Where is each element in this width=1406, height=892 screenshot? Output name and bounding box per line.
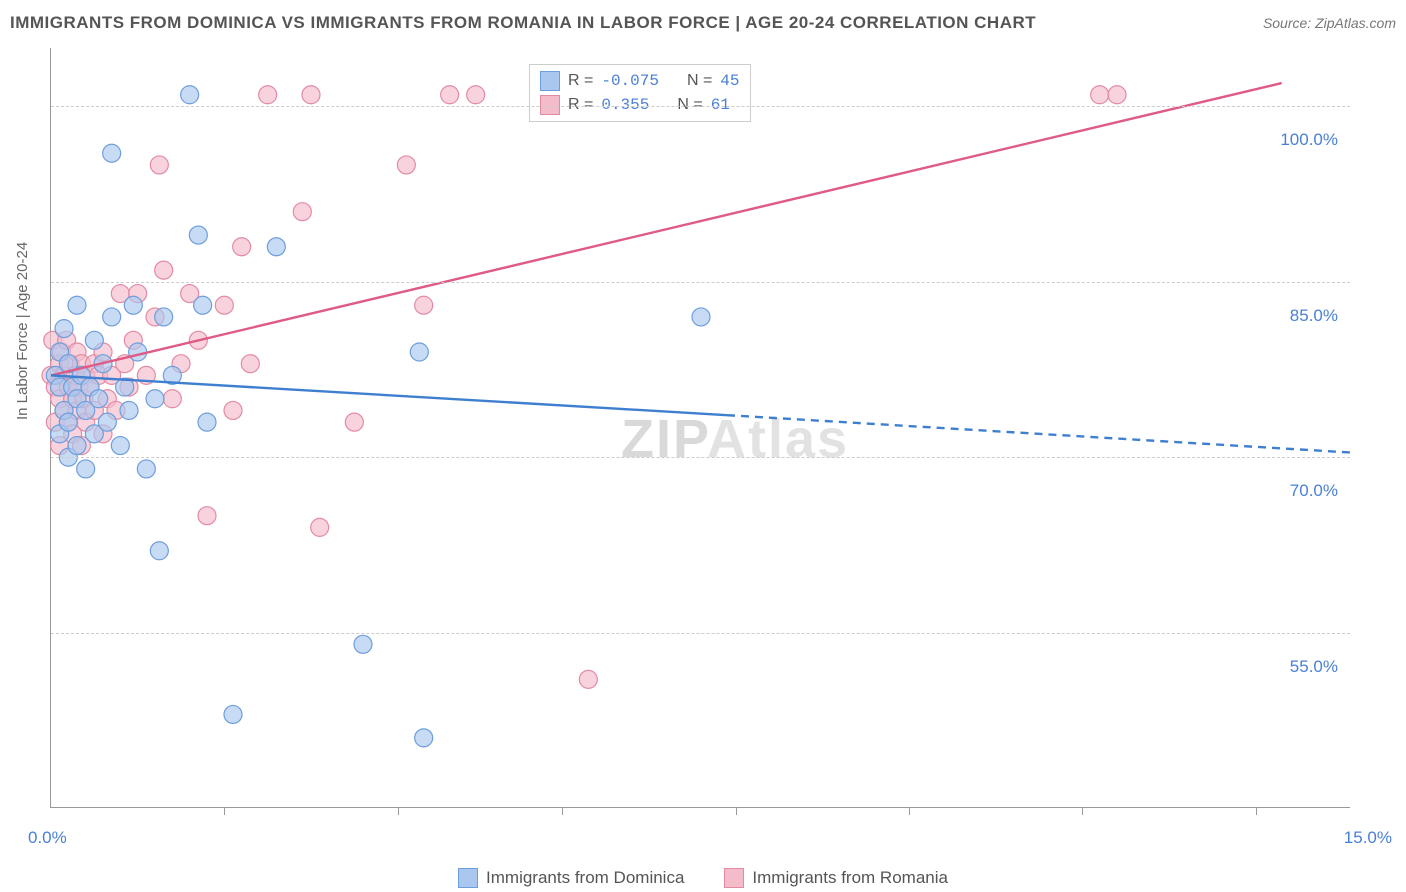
series1-point: [194, 296, 212, 314]
series1-point: [354, 635, 372, 653]
trend-line: [727, 415, 1351, 452]
legend-n-value: 45: [720, 69, 739, 93]
x-tick: [1256, 807, 1257, 815]
series1-point: [98, 413, 116, 431]
legend-r-label: R =: [568, 69, 593, 93]
series2-point: [233, 238, 251, 256]
series1-point: [198, 413, 216, 431]
series2-point: [224, 401, 242, 419]
x-tick: [224, 807, 225, 815]
series1-point: [415, 729, 433, 747]
series1-point: [68, 437, 86, 455]
legend-top-row: R = -0.075 N = 45: [540, 69, 740, 93]
series1-point: [137, 460, 155, 478]
y-axis-label: In Labor Force | Age 20-24: [14, 242, 31, 420]
series2-point: [397, 156, 415, 174]
series1-point: [267, 238, 285, 256]
x-axis-min-label: 0.0%: [28, 828, 67, 848]
legend-n-label: N =: [687, 69, 712, 93]
y-tick-label: 100.0%: [1248, 130, 1338, 150]
trend-line: [51, 83, 1282, 375]
series2-point: [259, 86, 277, 104]
series1-point: [150, 542, 168, 560]
y-tick-label: 70.0%: [1248, 481, 1338, 501]
series2-point: [155, 261, 173, 279]
legend-swatch: [540, 71, 560, 91]
legend-swatch: [724, 868, 744, 888]
legend-bottom-item: Immigrants from Dominica: [458, 868, 684, 888]
series2-point: [241, 355, 259, 373]
x-tick: [1082, 807, 1083, 815]
series1-point: [155, 308, 173, 326]
series1-point: [146, 390, 164, 408]
y-tick-label: 55.0%: [1248, 657, 1338, 677]
series2-point: [198, 507, 216, 525]
series2-point: [441, 86, 459, 104]
legend-r-label: R =: [568, 93, 593, 117]
series2-point: [345, 413, 363, 431]
series1-point: [90, 390, 108, 408]
series1-point: [77, 460, 95, 478]
series2-point: [215, 296, 233, 314]
series1-point: [111, 437, 129, 455]
x-tick: [562, 807, 563, 815]
series2-point: [311, 518, 329, 536]
series1-point: [103, 308, 121, 326]
series2-point: [302, 86, 320, 104]
x-tick: [736, 807, 737, 815]
series1-point: [129, 343, 147, 361]
series2-point: [150, 156, 168, 174]
x-tick: [909, 807, 910, 815]
legend-r-value: 0.355: [601, 93, 649, 117]
x-axis-max-label: 15.0%: [1344, 828, 1392, 848]
legend-label: Immigrants from Dominica: [486, 868, 684, 888]
series2-point: [579, 670, 597, 688]
series1-point: [410, 343, 428, 361]
series2-point: [467, 86, 485, 104]
plot-area: ZIPAtlas R = -0.075N = 45R = 0.355N = 61…: [50, 48, 1350, 808]
series1-point: [124, 296, 142, 314]
x-tick: [398, 807, 399, 815]
grid-line: [51, 457, 1350, 458]
legend-swatch: [540, 95, 560, 115]
legend-top: R = -0.075 N = 45 R = 0.355 N = 61: [529, 64, 751, 122]
series2-point: [163, 390, 181, 408]
series2-point: [1108, 86, 1126, 104]
source-label: Source: ZipAtlas.com: [1263, 15, 1396, 31]
legend-n-label: N =: [677, 93, 702, 117]
chart-title: IMMIGRANTS FROM DOMINICA VS IMMIGRANTS F…: [10, 13, 1036, 33]
legend-swatch: [458, 868, 478, 888]
legend-n-value: 61: [711, 93, 730, 117]
title-bar: IMMIGRANTS FROM DOMINICA VS IMMIGRANTS F…: [10, 8, 1396, 38]
grid-line: [51, 633, 1350, 634]
legend-top-row: R = 0.355 N = 61: [540, 93, 740, 117]
legend-bottom-item: Immigrants from Romania: [724, 868, 948, 888]
series1-point: [103, 144, 121, 162]
series1-point: [181, 86, 199, 104]
series1-point: [55, 320, 73, 338]
legend-bottom: Immigrants from Dominica Immigrants from …: [0, 868, 1406, 888]
grid-line: [51, 282, 1350, 283]
series1-point: [120, 401, 138, 419]
series1-point: [68, 296, 86, 314]
series2-point: [415, 296, 433, 314]
series2-point: [1091, 86, 1109, 104]
legend-r-value: -0.075: [601, 69, 659, 93]
series1-point: [59, 413, 77, 431]
grid-line: [51, 106, 1350, 107]
series1-point: [224, 705, 242, 723]
plot-svg: [51, 48, 1350, 807]
legend-label: Immigrants from Romania: [752, 868, 948, 888]
series2-point: [293, 203, 311, 221]
y-tick-label: 85.0%: [1248, 306, 1338, 326]
series1-point: [189, 226, 207, 244]
series1-point: [85, 331, 103, 349]
series1-point: [692, 308, 710, 326]
